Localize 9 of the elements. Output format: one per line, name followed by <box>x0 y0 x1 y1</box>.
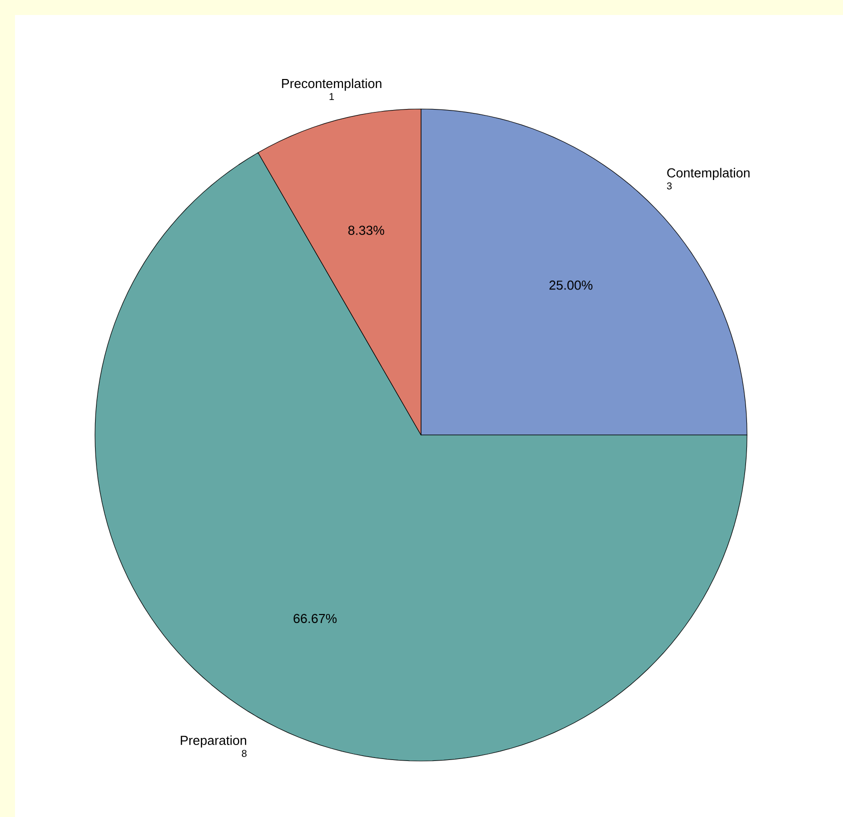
slice-label: Preparation <box>180 735 246 748</box>
data-label: 8.33% <box>348 226 384 235</box>
slice-label: Precontemplation <box>282 78 382 91</box>
slice-label: Contemplation <box>667 168 750 180</box>
text: 1 <box>330 93 334 100</box>
text: 8 <box>242 750 247 757</box>
data-label: 66.67% <box>294 614 337 624</box>
data-label: 25.00% <box>549 280 592 290</box>
text: 3 <box>666 182 672 190</box>
